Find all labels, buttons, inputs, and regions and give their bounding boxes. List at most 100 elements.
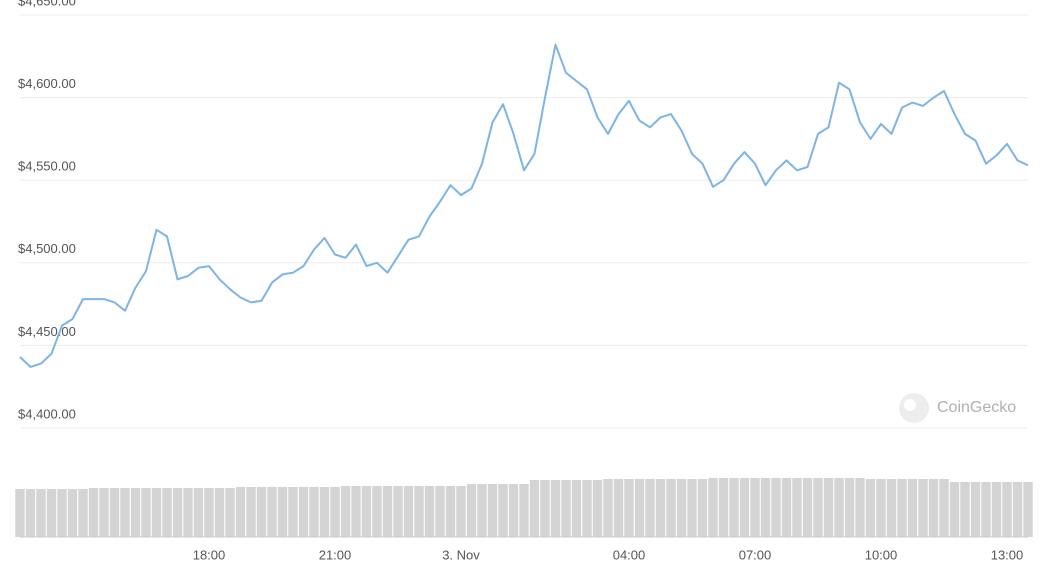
- volume-bar: [393, 486, 403, 537]
- volume-bar: [529, 480, 540, 537]
- volume-bar: [718, 478, 729, 537]
- volume-bar: [886, 479, 897, 537]
- volume-bar: [865, 479, 876, 537]
- volume-bar: [582, 480, 592, 537]
- volume-bar: [970, 482, 981, 537]
- volume-bar: [183, 488, 193, 537]
- x-tick-label: 10:00: [865, 547, 898, 562]
- volume-bar: [855, 478, 865, 537]
- volume-bar: [78, 489, 88, 537]
- volume-bar: [750, 478, 760, 537]
- volume-bar: [1023, 482, 1033, 537]
- volume-bar: [162, 488, 172, 537]
- x-tick-label: 13:00: [991, 547, 1024, 562]
- volume-bar: [109, 488, 120, 537]
- volume-bar: [498, 484, 508, 537]
- volume-bar: [697, 479, 708, 537]
- volume-bar: [435, 486, 445, 537]
- y-tick-label: $4,500.00: [18, 241, 76, 256]
- volume-bar: [372, 486, 382, 537]
- volume-bar: [120, 488, 130, 537]
- x-tick-label: 21:00: [319, 547, 352, 562]
- volume-bar: [571, 480, 582, 537]
- volume-bar: [540, 480, 550, 537]
- volume-bar: [519, 484, 529, 537]
- volume-bar: [508, 484, 519, 537]
- volume-bar: [414, 486, 424, 537]
- y-tick-label: $4,550.00: [18, 159, 76, 174]
- volume-bar: [676, 479, 687, 537]
- volume-bar: [340, 486, 351, 537]
- volume-bar: [729, 478, 739, 537]
- volume-bar: [949, 482, 960, 537]
- volume-bar: [46, 489, 57, 537]
- volume-bar: [214, 488, 225, 537]
- volume-bar: [603, 479, 613, 537]
- volume-bar: [645, 479, 655, 537]
- y-tick-label: $4,400.00: [18, 406, 76, 421]
- volume-bar: [466, 484, 477, 537]
- volume-bar: [844, 478, 855, 537]
- volume-bar: [36, 489, 46, 537]
- volume-bar: [288, 487, 298, 537]
- volume-bar: [477, 484, 487, 537]
- volume-bar: [939, 479, 949, 537]
- volume-bar: [1002, 482, 1012, 537]
- y-tick-label: $4,450.00: [18, 324, 76, 339]
- volume-bar: [456, 486, 466, 537]
- volume-bar: [813, 478, 823, 537]
- volume-bar: [88, 488, 99, 537]
- volume-bar: [130, 488, 141, 537]
- volume-bar: [918, 479, 928, 537]
- volume-bar: [246, 487, 256, 537]
- volume-bar: [561, 480, 571, 537]
- volume-bar: [330, 487, 340, 537]
- x-tick-label: 04:00: [613, 547, 646, 562]
- volume-bar: [666, 479, 676, 537]
- volume-bar: [99, 488, 109, 537]
- volume-bar: [592, 480, 603, 537]
- volume-bar: [15, 489, 25, 537]
- volume-bar: [655, 479, 666, 537]
- volume-bar: [634, 479, 645, 537]
- volume-bar: [781, 478, 792, 537]
- volume-bar: [57, 489, 67, 537]
- y-tick-label: $4,650.00: [18, 0, 76, 8]
- volume-bar: [361, 486, 372, 537]
- volume-bar: [907, 479, 918, 537]
- volume-bar: [928, 479, 939, 537]
- volume-bar: [298, 487, 309, 537]
- volume-bar: [739, 478, 750, 537]
- logo: [899, 393, 929, 423]
- volume-bar: [1012, 482, 1023, 537]
- volume-bar: [760, 478, 771, 537]
- volume-bar: [823, 478, 834, 537]
- x-tick-label: 18:00: [193, 547, 226, 562]
- volume-bar: [550, 480, 561, 537]
- volume-bar: [708, 478, 718, 537]
- volume-bar: [613, 479, 624, 537]
- volume-bar: [624, 479, 634, 537]
- volume-bar: [277, 487, 288, 537]
- volume-bar: [319, 487, 330, 537]
- volume-bar: [267, 487, 277, 537]
- y-tick-label: $4,600.00: [18, 76, 76, 91]
- volume-bar: [382, 486, 393, 537]
- volume-bar: [193, 488, 204, 537]
- volume-bar: [351, 486, 361, 537]
- x-tick-label: 3. Nov: [442, 547, 480, 562]
- price-line: [19, 43, 1029, 368]
- volume-bar: [487, 484, 498, 537]
- volume-bar: [67, 489, 78, 537]
- volume-bar: [25, 489, 36, 537]
- volume-bar: [309, 487, 319, 537]
- volume-bar: [792, 478, 802, 537]
- volume-bar: [771, 478, 781, 537]
- volume-bar: [876, 479, 886, 537]
- volume-bar: [897, 479, 907, 537]
- volume-bar: [834, 478, 844, 537]
- volume-bar: [172, 488, 183, 537]
- volume-bar: [403, 486, 414, 537]
- volume-bar: [235, 487, 246, 537]
